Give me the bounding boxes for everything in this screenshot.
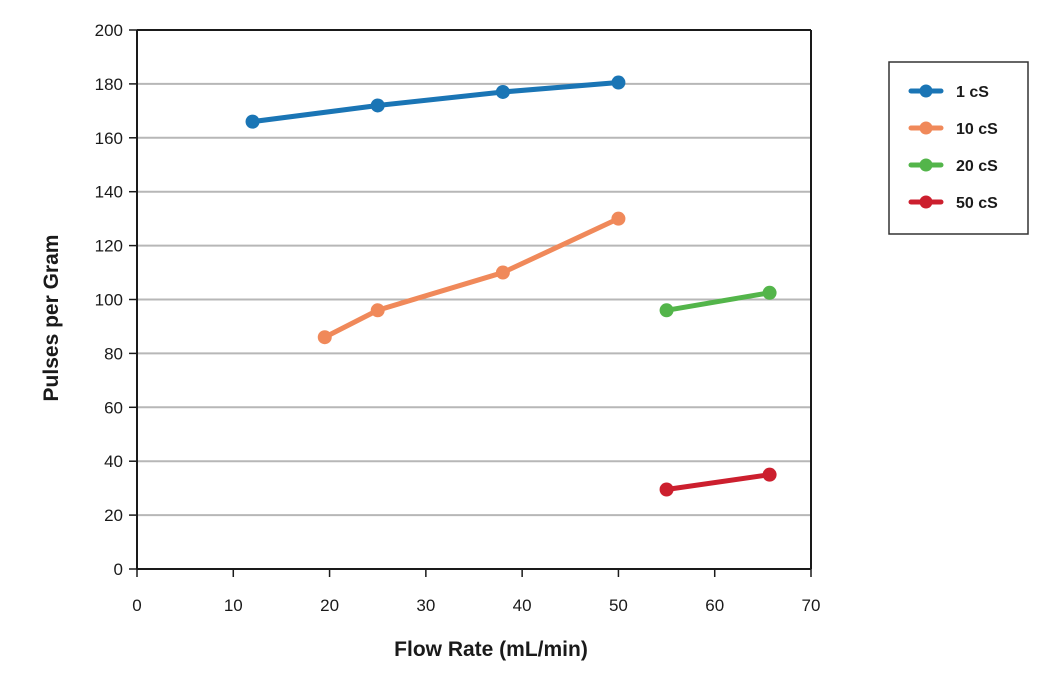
y-tick-labels: 0 20 40 60 80 100 120 140 160 180 200 <box>95 21 123 579</box>
data-point <box>245 114 260 129</box>
y-tick-label: 140 <box>95 183 123 202</box>
gridlines <box>137 29 811 517</box>
series-line <box>664 472 773 492</box>
data-point <box>762 285 777 300</box>
series-1 <box>317 211 626 345</box>
legend-swatch-marker <box>919 158 933 172</box>
data-point <box>611 75 626 90</box>
legend-label: 20 cS <box>956 158 998 175</box>
x-axis-title: Flow Rate (mL/min) <box>394 638 588 661</box>
data-point <box>659 303 674 318</box>
axes <box>129 29 812 577</box>
legend-item: 10 cS <box>908 121 998 138</box>
data-point <box>659 482 674 497</box>
x-tick-label: 10 <box>224 596 243 615</box>
series-line <box>664 290 773 313</box>
legend-swatch-marker <box>919 195 933 209</box>
legend-label: 10 cS <box>956 121 998 138</box>
data-point <box>370 98 385 113</box>
data-point <box>495 265 510 280</box>
x-tick-label: 70 <box>802 596 821 615</box>
legend-label: 50 cS <box>956 195 998 212</box>
y-tick-label: 40 <box>104 452 123 471</box>
legend-swatch-marker <box>919 84 933 98</box>
legend-item: 50 cS <box>908 195 998 212</box>
y-tick-label: 60 <box>104 398 123 417</box>
data-point <box>370 303 385 318</box>
x-tick-label: 0 <box>132 596 141 615</box>
series-line <box>250 80 621 125</box>
x-tick-label: 20 <box>320 596 339 615</box>
x-tick-labels: 0 10 20 30 40 50 60 70 <box>132 596 820 615</box>
y-tick-label: 0 <box>114 560 123 579</box>
series-0 <box>245 75 626 129</box>
series <box>245 75 777 497</box>
y-tick-label: 80 <box>104 344 123 363</box>
series-line <box>322 216 621 340</box>
x-tick-label: 50 <box>609 596 628 615</box>
y-tick-label: 120 <box>95 237 123 256</box>
x-tick-label: 60 <box>705 596 724 615</box>
x-tick-label: 30 <box>416 596 435 615</box>
legend: 1 cS 10 cS 20 cS 50 cS <box>888 61 1029 235</box>
series-2 <box>659 285 777 318</box>
y-tick-label: 180 <box>95 75 123 94</box>
legend-item: 20 cS <box>908 158 998 175</box>
legend-item: 1 cS <box>908 84 989 101</box>
data-point <box>495 84 510 99</box>
legend-swatch-marker <box>919 121 933 135</box>
y-tick-label: 20 <box>104 506 123 525</box>
y-tick-label: 200 <box>95 21 123 40</box>
data-point <box>762 467 777 482</box>
y-axis-title: Pulses per Gram <box>40 235 63 402</box>
y-tick-label: 160 <box>95 129 123 148</box>
y-tick-label: 100 <box>95 291 123 310</box>
x-tick-label: 40 <box>513 596 532 615</box>
data-point <box>611 211 626 226</box>
data-point <box>317 330 332 345</box>
legend-label: 1 cS <box>956 84 989 101</box>
series-3 <box>659 467 777 497</box>
